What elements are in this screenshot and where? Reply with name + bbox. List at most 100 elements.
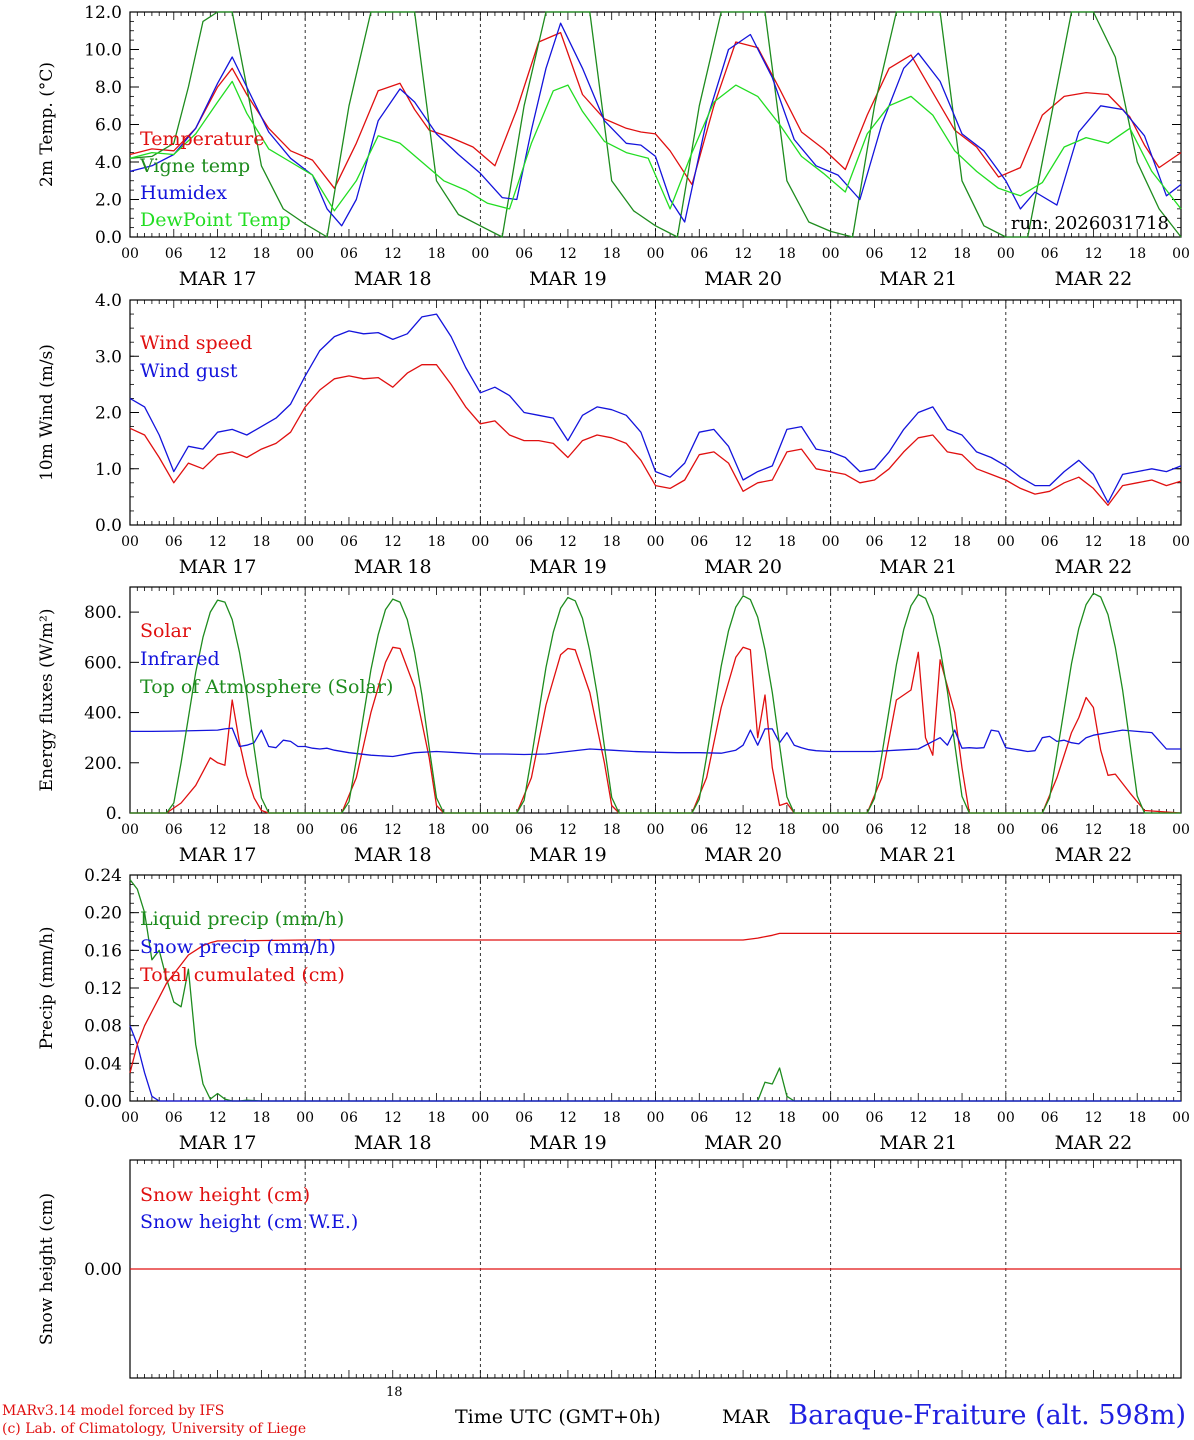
x-hour-label: 18 [953, 1110, 971, 1126]
x-hour-label: 12 [909, 534, 927, 550]
legend-entry: Temperature [140, 128, 264, 150]
x-hour-label: 00 [1172, 1110, 1190, 1126]
x-hour-label: 06 [165, 1110, 183, 1126]
x-hour-label: 12 [559, 822, 577, 838]
x-hour-label: 18 [603, 534, 621, 550]
x-hour-label: 06 [866, 246, 884, 262]
x-hour-label: 00 [997, 246, 1015, 262]
panel-frame-1 [129, 11, 1182, 238]
x-hour-label: 12 [734, 246, 752, 262]
credit-line-1: MARv3.14 model forced by IFS [2, 1403, 225, 1419]
x-hour-label: 06 [165, 246, 183, 262]
y-tick-label: 0.00 [84, 1260, 122, 1280]
legend-entry: Wind gust [140, 360, 238, 382]
x-hour-label: 12 [734, 534, 752, 550]
legend-entry: Solar [140, 620, 192, 642]
x-hour-label: 12 [1085, 534, 1103, 550]
x-hour-label: 12 [384, 246, 402, 262]
series-line-infrared [130, 727, 1181, 758]
x-day-label: MAR 20 [704, 844, 782, 866]
y-axis-label: 2m Temp. (°C) [37, 62, 57, 187]
x-hour-label: 00 [296, 822, 314, 838]
y-axis-label: Precip (mm/h) [37, 926, 57, 1049]
x-hour-label: 18 [252, 246, 270, 262]
y-tick-label: 4.0 [95, 291, 122, 311]
x-hour-label: 06 [515, 534, 533, 550]
x-hour-label: 18 [428, 822, 446, 838]
series-line-temperature [129, 31, 1182, 189]
y-tick-label: 0.0 [95, 228, 122, 248]
x-hour-label: 06 [515, 246, 533, 262]
x-hour-label: 06 [1041, 246, 1059, 262]
series-line-liquid-precip-mm-h- [129, 879, 1181, 1102]
station-title: Baraque-Fraiture (alt. 598m) [788, 1400, 1186, 1431]
x-hour-label: 12 [209, 246, 227, 262]
x-hour-label: 00 [296, 246, 314, 262]
x-day-label: MAR 18 [354, 556, 432, 578]
legend-entry: Top of Atmosphere (Solar) [140, 676, 393, 698]
x-hour-label: 06 [1041, 1110, 1059, 1126]
x-hour-label: 06 [690, 1110, 708, 1126]
y-tick-label: 4.0 [95, 153, 122, 173]
x-hour-label: 06 [340, 1110, 358, 1126]
x-hour-label: 18 [953, 534, 971, 550]
panel-frame-2 [129, 299, 1182, 526]
legend-entry: DewPoint Temp [140, 209, 291, 231]
x-hour-label: 12 [384, 534, 402, 550]
x-hour-label: 06 [866, 822, 884, 838]
x-day-label: MAR 19 [529, 268, 607, 290]
legend-entry: Infrared [140, 648, 220, 670]
y-tick-label: 200. [84, 754, 122, 774]
x-hour-label: 18 [603, 246, 621, 262]
x-hour-label: 06 [690, 822, 708, 838]
legend-entry: Humidex [140, 182, 227, 204]
x-hour-label: 00 [1172, 822, 1190, 838]
x-hour-label: 00 [121, 534, 139, 550]
x-day-label: MAR 22 [1055, 844, 1133, 866]
credit-line-2: (c) Lab. of Climatology, University of L… [2, 1421, 307, 1437]
legend-entry: Vigne temp [139, 155, 250, 177]
x-hour-label: 00 [121, 246, 139, 262]
y-tick-label: 10.0 [84, 41, 122, 61]
x-day-label: MAR 19 [529, 1132, 607, 1154]
x-hour-label: 00 [1172, 534, 1190, 550]
legend-entry: Snow height (cm W.E.) [140, 1211, 358, 1233]
x-hour-label: 00 [296, 534, 314, 550]
x-hour-label: 00 [997, 1110, 1015, 1126]
x-hour-label: 12 [559, 246, 577, 262]
x-hour-label: 00 [471, 1110, 489, 1126]
legend-entry: Total cumulated (cm) [140, 964, 345, 986]
y-tick-label: 12.0 [84, 3, 122, 23]
x-hour-label: 18 [1128, 822, 1146, 838]
series-line-total-cumulated-cm- [129, 932, 1181, 1073]
x-hour-label: 00 [296, 1110, 314, 1126]
y-tick-label: 0.16 [84, 941, 122, 961]
x-hour-label: 18 [603, 1110, 621, 1126]
stray-hour-label: 18 [386, 1385, 403, 1400]
x-hour-label: 06 [690, 534, 708, 550]
x-day-label: MAR 18 [354, 844, 432, 866]
y-tick-label: 0.08 [84, 1017, 122, 1037]
x-hour-label: 06 [515, 1110, 533, 1126]
x-day-label: MAR 17 [179, 844, 257, 866]
x-hour-label: 18 [778, 822, 796, 838]
y-tick-label: 0.04 [84, 1054, 122, 1074]
series-line-humidex [129, 22, 1182, 227]
x-day-label: MAR 22 [1055, 556, 1133, 578]
x-hour-label: 12 [209, 822, 227, 838]
x-day-label: MAR 22 [1055, 1132, 1133, 1154]
y-tick-label: 0.24 [84, 866, 122, 886]
y-tick-label: 0.00 [84, 1092, 122, 1112]
x-hour-label: 00 [121, 822, 139, 838]
x-hour-label: 12 [734, 1110, 752, 1126]
x-hour-label: 12 [1085, 1110, 1103, 1126]
x-hour-label: 06 [165, 534, 183, 550]
model-credits: MARv3.14 model forced by IFS (c) Lab. of… [2, 1402, 306, 1438]
x-hour-label: 00 [822, 534, 840, 550]
x-hour-label: 18 [428, 1110, 446, 1126]
x-day-label: MAR 20 [704, 556, 782, 578]
x-hour-label: 06 [866, 534, 884, 550]
x-hour-label: 06 [340, 822, 358, 838]
y-axis-label: 10m Wind (m/s) [37, 344, 57, 481]
